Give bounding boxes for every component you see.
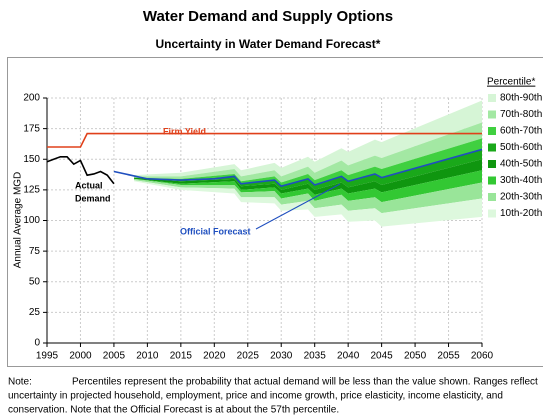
percentile-band <box>134 159 482 195</box>
annotation: Official Forecast <box>180 226 251 236</box>
legend-swatch <box>488 209 496 218</box>
line <box>46 156 115 185</box>
note-line: uncertainty in projected household, empl… <box>8 391 503 402</box>
legend-label: 40th-50th <box>500 159 542 170</box>
legend-label: 60th-70th <box>500 126 542 137</box>
legend-label: 80th-90th <box>500 93 542 104</box>
y-tick-label: 25 <box>29 307 41 318</box>
percentile-band <box>134 178 482 214</box>
legend-label: 20th-30th <box>500 192 542 203</box>
y-tick-label: 75 <box>29 246 41 257</box>
note-label: Note: <box>8 377 32 388</box>
y-tick-label: 125 <box>23 185 40 196</box>
legend-label: 10th-20th <box>500 208 542 219</box>
y-tick-label: 100 <box>23 215 40 226</box>
annotation: Demand <box>75 193 111 203</box>
percentile-band <box>134 170 482 203</box>
x-tick-label: 2055 <box>437 351 460 362</box>
note-line: conservation. Note that the Official For… <box>8 405 339 416</box>
legend-swatch <box>488 193 496 201</box>
x-tick-label: 2035 <box>304 351 327 362</box>
legend-swatch <box>488 176 496 185</box>
y-tick-label: 50 <box>29 276 41 287</box>
legend-label: 50th-60th <box>500 142 542 153</box>
x-tick-label: 2045 <box>370 351 393 362</box>
x-tick-label: 2005 <box>103 351 126 362</box>
legend-label: 70th-80th <box>500 109 542 120</box>
percentile-band <box>134 180 482 227</box>
line <box>113 148 483 188</box>
x-tick-label: 2050 <box>404 351 427 362</box>
y-tick-label: 150 <box>23 154 40 165</box>
y-tick-label: 200 <box>23 93 40 104</box>
x-tick-label: 2020 <box>203 351 226 362</box>
annotation: Actual <box>75 180 103 190</box>
x-tick-label: 2060 <box>471 351 494 362</box>
y-tick-label: 0 <box>34 338 40 349</box>
x-tick-label: 2010 <box>136 351 159 362</box>
x-tick-label: 1995 <box>36 351 59 362</box>
line <box>47 132 482 148</box>
chart-title: Water Demand and Supply Options <box>143 8 393 25</box>
y-axis-label: Annual Average MGD <box>13 172 24 269</box>
note-line: Percentiles represent the probability th… <box>72 377 538 388</box>
x-tick-label: 2040 <box>337 351 360 362</box>
legend-title: Percentile* <box>487 77 535 88</box>
legend-swatch <box>488 160 496 168</box>
legend-swatch <box>488 143 496 152</box>
legend-label: 30th-40th <box>500 175 542 186</box>
x-tick-label: 2030 <box>270 351 293 362</box>
y-tick-label: 175 <box>23 123 40 134</box>
percentile-band <box>134 100 482 177</box>
percentile-band <box>134 122 482 183</box>
legend-swatch <box>488 110 496 119</box>
annotation-pointer <box>255 183 341 230</box>
chart-frame <box>7 57 543 367</box>
x-tick-label: 2000 <box>69 351 92 362</box>
percentile-band <box>134 138 482 187</box>
legend-swatch <box>488 127 496 135</box>
chart-subtitle: Uncertainty in Water Demand Forecast* <box>156 37 381 51</box>
percentile-band <box>134 149 482 190</box>
x-tick-label: 2025 <box>237 351 260 362</box>
legend-swatch <box>488 94 496 102</box>
annotation: Firm Yield <box>163 126 206 136</box>
x-tick-label: 2015 <box>170 351 193 362</box>
